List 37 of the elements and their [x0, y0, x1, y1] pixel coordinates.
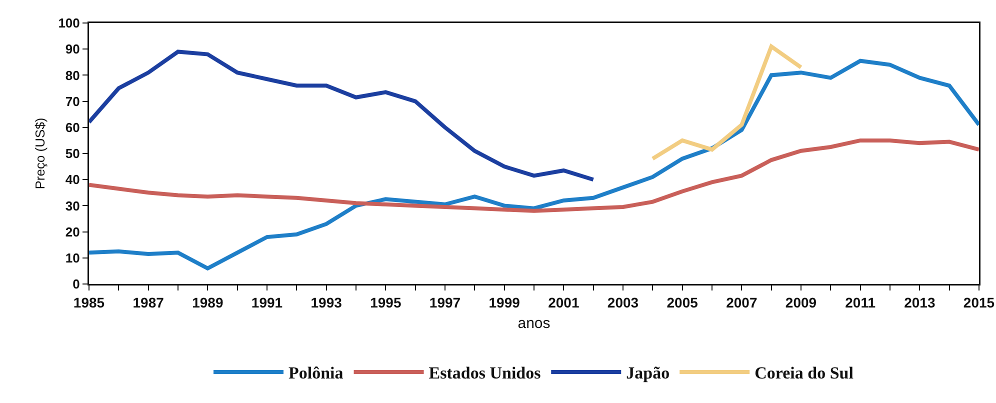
x-tick-label: 2001	[548, 294, 580, 310]
x-tick-label: 1987	[132, 294, 164, 310]
line-series	[89, 50, 596, 182]
x-tick-label: 1985	[73, 294, 105, 310]
x-tick-label: 2007	[726, 294, 758, 310]
y-tick-label: 0	[72, 276, 80, 292]
x-tick-label: 1989	[192, 294, 224, 310]
x-tick-label: 1997	[429, 294, 461, 310]
x-tick-label: 2003	[607, 294, 639, 310]
x-tick-label: 1995	[370, 294, 402, 310]
legend-label: Polônia	[288, 364, 344, 383]
x-tick-label: 2013	[904, 294, 936, 310]
y-tick-label: 20	[65, 224, 80, 240]
x-tick-label: 1999	[488, 294, 520, 310]
x-tick-label: 2005	[666, 294, 698, 310]
x-tick-label: 1993	[310, 294, 342, 310]
x-axis-title: anos	[518, 315, 550, 332]
y-tick-label: 10	[65, 250, 80, 266]
line-series	[89, 58, 979, 270]
legend-label: Japão	[626, 364, 670, 383]
y-tick-label: 100	[58, 16, 80, 31]
y-axis-title: Preço (US$)	[32, 118, 48, 190]
line-series	[650, 44, 803, 161]
y-tick-label: 60	[65, 120, 80, 135]
x-tick-label: 2015	[963, 294, 995, 310]
y-tick-label: 40	[65, 172, 80, 188]
x-tick-label: 2011	[845, 294, 876, 310]
line-series	[89, 138, 979, 213]
x-tick-label: 2009	[785, 294, 817, 310]
y-tick-label: 30	[65, 198, 80, 214]
y-tick-label: 80	[65, 68, 80, 83]
legend-label: Coreia do Sul	[754, 364, 854, 383]
y-tick-label: 50	[65, 146, 80, 162]
y-tick-label: 90	[65, 42, 80, 57]
y-tick-label: 70	[65, 94, 80, 109]
x-tick-label: 1991	[251, 294, 283, 310]
legend-label: Estados Unidos	[428, 364, 542, 383]
